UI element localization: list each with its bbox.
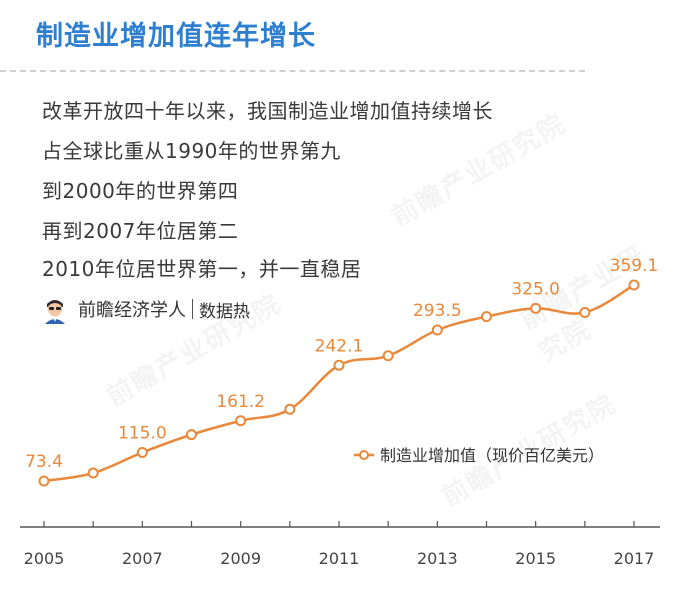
data-label: 73.4 (25, 452, 63, 472)
data-point (284, 403, 296, 415)
description-line-2: 占全球比重从1990年的世界第九 (42, 139, 341, 163)
data-point (235, 415, 247, 427)
title-divider (0, 70, 585, 72)
x-tick-label: 2011 (319, 549, 360, 568)
data-point (382, 350, 394, 362)
byline-separator (192, 299, 193, 319)
x-tick-label: 2013 (417, 549, 458, 568)
data-label: 115.0 (118, 423, 167, 443)
author-name: 前瞻经济学人 (78, 300, 186, 321)
byline: 前瞻经济学人 数据热 (40, 294, 250, 324)
data-label: 359.1 (610, 256, 659, 276)
data-label: 293.5 (413, 301, 462, 321)
legend-swatch-marker (359, 450, 369, 460)
description-line-1: 改革开放四十年以来，我国制造业增加值持续增长 (42, 99, 493, 123)
data-point (186, 429, 197, 441)
data-point (431, 324, 443, 336)
description-line-4: 再到2007年位居第二 (42, 219, 239, 243)
data-point (481, 311, 492, 323)
data-point (136, 446, 148, 458)
source-name: 数据热 (199, 301, 250, 322)
data-point (530, 302, 542, 314)
description-line-3: 到2000年的世界第四 (42, 179, 239, 203)
x-tick-label: 2009 (220, 549, 261, 568)
data-point (579, 307, 591, 319)
data-point (87, 467, 99, 479)
x-tick-label: 2015 (515, 549, 556, 568)
x-tick-label: 2007 (122, 549, 163, 568)
data-label: 161.2 (216, 392, 265, 412)
data-label: 242.1 (315, 336, 364, 356)
data-point (38, 475, 50, 487)
description-line-5: 2010年位居世界第一，并一直稳居 (42, 257, 362, 281)
data-label: 325.0 (511, 279, 560, 299)
data-point (628, 279, 640, 291)
legend-label: 制造业增加值（现价百亿美元） (380, 446, 604, 465)
x-tick-label: 2005 (24, 549, 65, 568)
x-tick-label: 2017 (614, 549, 655, 568)
person-avatar-icon (40, 294, 70, 324)
data-point (333, 359, 345, 371)
page-title: 制造业增加值连年增长 (36, 21, 316, 52)
